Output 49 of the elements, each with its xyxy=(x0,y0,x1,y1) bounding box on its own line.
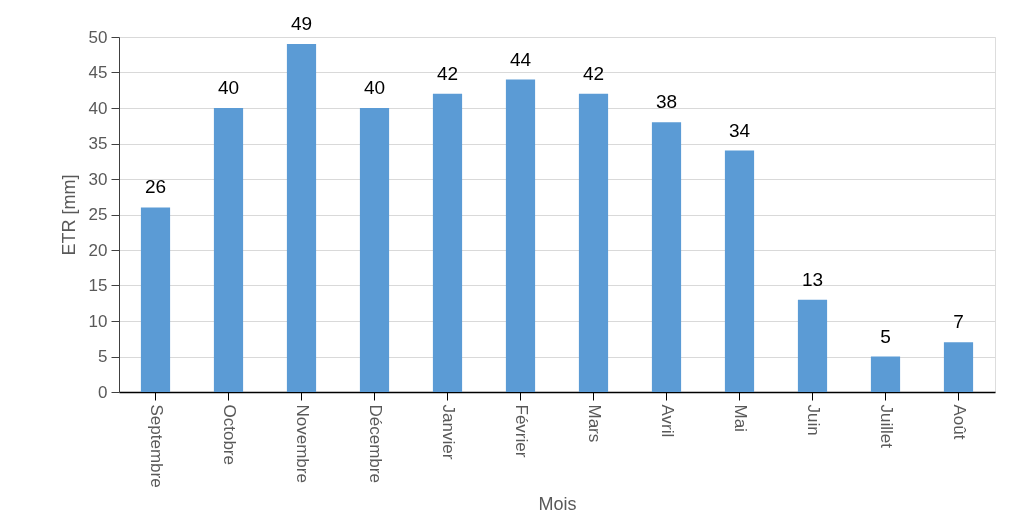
x-tick-label: Avril xyxy=(657,404,677,438)
data-label: 40 xyxy=(217,77,240,98)
y-tick-label: 5 xyxy=(98,347,108,366)
x-tick-label: Octobre xyxy=(219,404,239,465)
data-label: 5 xyxy=(880,325,891,347)
bar xyxy=(286,44,317,392)
bar xyxy=(797,299,828,392)
x-tick-label: Février xyxy=(511,404,531,458)
x-tick-label: Mars xyxy=(584,404,604,443)
x-tick-label: Décembre xyxy=(365,404,385,483)
data-label: 40 xyxy=(363,77,386,98)
x-tick-label: Août xyxy=(949,404,969,440)
data-label: 13 xyxy=(801,268,824,290)
y-tick-label: 40 xyxy=(88,98,108,118)
y-axis-title: ETR [mm] xyxy=(58,174,79,256)
bar xyxy=(213,108,244,392)
y-tick-label: 15 xyxy=(88,276,108,295)
y-tick-label: 45 xyxy=(88,63,108,82)
x-tick-label: Mai xyxy=(730,404,750,432)
data-label: 34 xyxy=(728,119,751,141)
data-label: 7 xyxy=(953,311,964,333)
data-label: 44 xyxy=(509,48,532,70)
y-tick-label: 35 xyxy=(88,134,108,153)
bar xyxy=(870,356,901,392)
data-label: 26 xyxy=(144,176,167,198)
bar xyxy=(724,150,755,392)
y-tick-label: 30 xyxy=(88,169,108,189)
y-tick-label: 20 xyxy=(88,240,108,260)
data-label: 38 xyxy=(655,91,678,113)
data-label: 49 xyxy=(290,13,313,35)
y-tick-label: 50 xyxy=(88,27,108,47)
x-tick-label: Juillet xyxy=(876,404,896,449)
x-tick-label: Janvier xyxy=(438,404,458,460)
bar xyxy=(359,108,390,392)
y-tick-label: 0 xyxy=(98,382,108,402)
x-tick-label: Novembre xyxy=(292,404,312,483)
data-label: 42 xyxy=(436,62,459,84)
bar xyxy=(432,93,463,392)
x-tick-label: Septembre xyxy=(146,404,166,488)
bar xyxy=(651,122,682,392)
bar xyxy=(943,342,974,392)
y-tick-label: 10 xyxy=(88,311,108,331)
bar xyxy=(140,207,171,392)
x-tick-label: Juin xyxy=(803,404,823,436)
data-label: 42 xyxy=(582,62,605,84)
y-tick-label: 25 xyxy=(88,205,108,224)
bar xyxy=(505,79,536,392)
bar xyxy=(578,93,609,392)
x-axis-title: Mois xyxy=(538,493,577,514)
